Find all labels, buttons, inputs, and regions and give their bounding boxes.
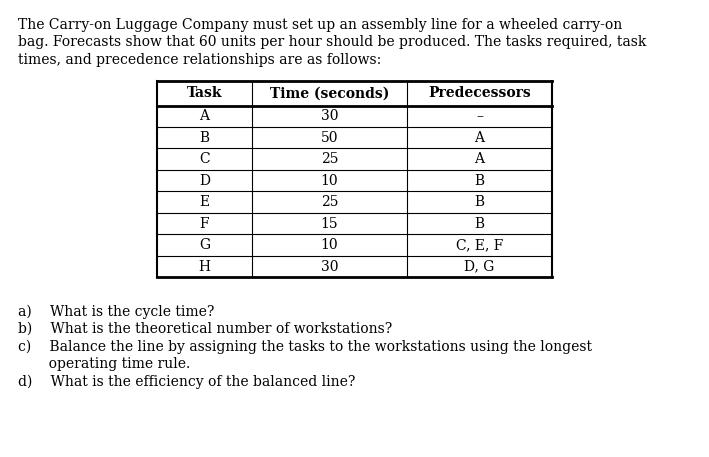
Text: 15: 15 [320, 217, 338, 231]
Text: –: – [476, 109, 483, 123]
Text: B: B [474, 217, 484, 231]
Text: A: A [474, 131, 484, 145]
Text: operating time rule.: operating time rule. [18, 357, 190, 371]
Text: Time (seconds): Time (seconds) [270, 86, 389, 100]
Text: F: F [200, 217, 209, 231]
Text: D: D [199, 174, 210, 188]
Text: 30: 30 [320, 260, 338, 274]
Text: c)  Balance the line by assigning the tasks to the workstations using the longes: c) Balance the line by assigning the tas… [18, 340, 592, 354]
Text: Predecessors: Predecessors [428, 86, 531, 100]
Text: B: B [474, 174, 484, 188]
Text: 25: 25 [320, 195, 338, 209]
Text: D, G: D, G [464, 260, 495, 274]
Text: 25: 25 [320, 152, 338, 166]
Text: B: B [474, 195, 484, 209]
Text: b)  What is the theoretical number of workstations?: b) What is the theoretical number of wor… [18, 322, 392, 336]
Text: C, E, F: C, E, F [456, 238, 503, 252]
Text: G: G [199, 238, 210, 252]
Text: times, and precedence relationships are as follows:: times, and precedence relationships are … [18, 53, 381, 67]
Text: C: C [199, 152, 210, 166]
Text: H: H [199, 260, 211, 274]
Text: d)  What is the efficiency of the balanced line?: d) What is the efficiency of the balance… [18, 374, 355, 389]
Text: 10: 10 [320, 174, 338, 188]
Text: B: B [199, 131, 210, 145]
Text: 10: 10 [320, 238, 338, 252]
Text: a)  What is the cycle time?: a) What is the cycle time? [18, 304, 214, 319]
Text: bag. Forecasts show that 60 units per hour should be produced. The tasks require: bag. Forecasts show that 60 units per ho… [18, 36, 647, 49]
Text: The Carry-on Luggage Company must set up an assembly line for a wheeled carry-on: The Carry-on Luggage Company must set up… [18, 18, 623, 32]
Text: 30: 30 [320, 109, 338, 123]
Text: Task: Task [186, 86, 222, 100]
Text: 50: 50 [320, 131, 338, 145]
Text: E: E [199, 195, 210, 209]
Text: A: A [199, 109, 209, 123]
Text: A: A [474, 152, 484, 166]
